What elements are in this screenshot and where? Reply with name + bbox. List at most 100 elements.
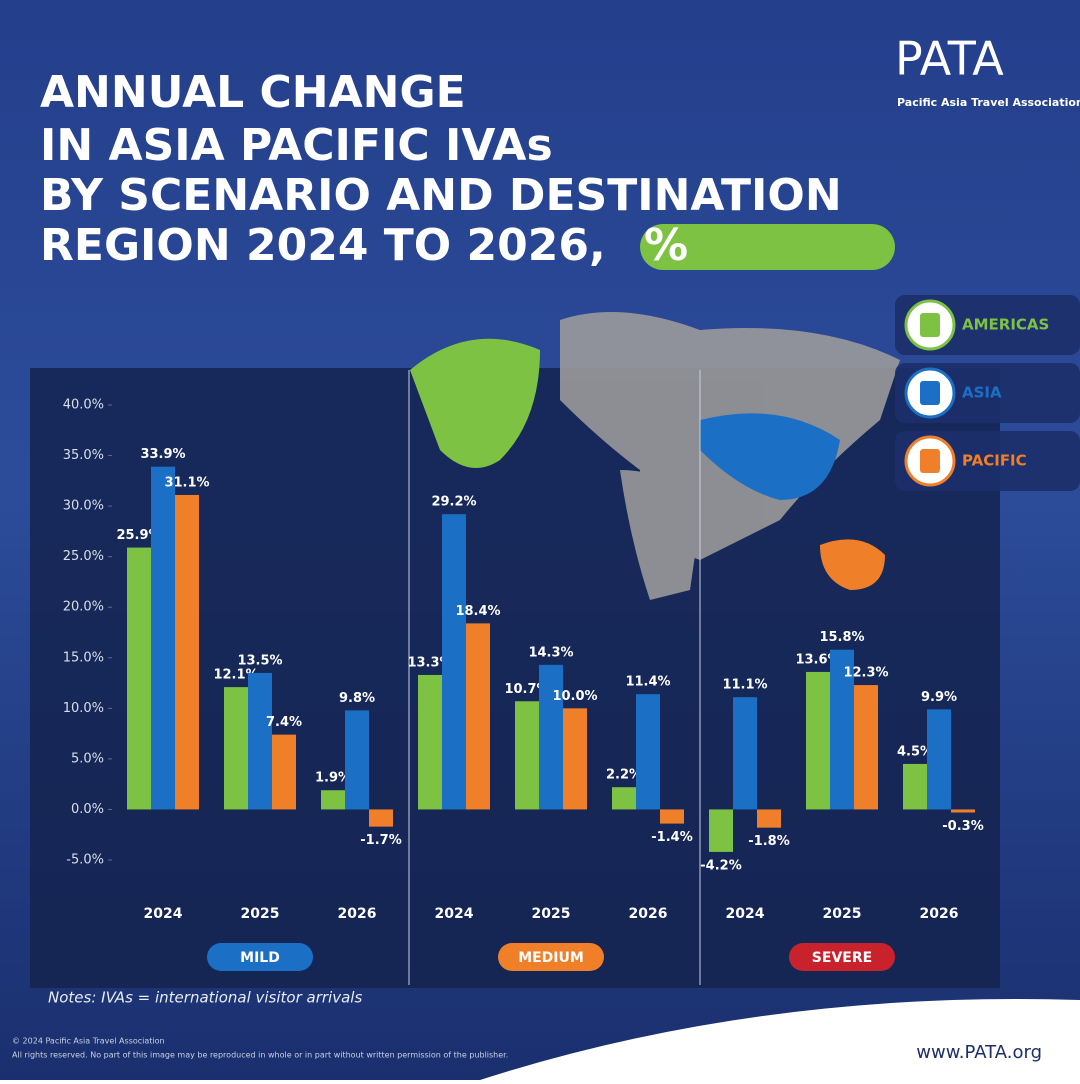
bar: [175, 494, 199, 810]
value-label: 12.1%: [213, 668, 258, 683]
bar: [515, 701, 539, 810]
bar: [733, 697, 757, 810]
value-label: 9.8%: [339, 691, 375, 706]
x-tick-label: 2024: [144, 906, 183, 922]
legend-label: PACIFIC: [962, 452, 1027, 470]
x-tick-label: 2026: [338, 906, 377, 922]
bar: [248, 672, 272, 810]
y-tick-label: 5.0%: [71, 751, 104, 766]
legend-label: AMERICAS: [962, 316, 1049, 334]
y-tick-label: 20.0%: [63, 600, 104, 615]
bar: [927, 709, 951, 810]
value-label: 13.5%: [237, 653, 282, 668]
value-label: -1.7%: [360, 833, 401, 848]
x-tick-label: 2025: [823, 906, 862, 922]
bar: [709, 809, 733, 852]
bar: [903, 763, 927, 810]
value-label: 4.5%: [897, 744, 933, 759]
bar: [321, 790, 345, 810]
x-tick-label: 2024: [435, 906, 474, 922]
y-tick-label: 25.0%: [63, 549, 104, 564]
bar: [636, 694, 660, 810]
x-tick-label: 2024: [726, 906, 765, 922]
bar: [369, 809, 393, 827]
map-asia: [700, 413, 840, 500]
bar: [418, 674, 442, 810]
y-tick-label: 30.0%: [63, 499, 104, 514]
bar: [127, 547, 151, 810]
scenario-pill: [207, 943, 313, 971]
title-line: REGION 2024 TO 2026,: [40, 220, 606, 271]
value-label: 10.7%: [504, 682, 549, 697]
legend-icon-glyph: [920, 449, 940, 473]
logo-subtitle: Pacific Asia Travel Association: [897, 96, 1080, 109]
y-tick-label: 40.0%: [63, 398, 104, 413]
bar: [345, 710, 369, 810]
value-label: 14.3%: [528, 645, 573, 660]
map-pacific: [820, 539, 885, 590]
value-label: 15.8%: [819, 630, 864, 645]
bar: [224, 687, 248, 810]
title-line: ANNUAL CHANGE: [40, 67, 466, 118]
value-label: 11.1%: [722, 678, 767, 693]
x-tick-label: 2026: [920, 906, 959, 922]
title-highlight-pill: [640, 224, 895, 270]
value-label: 18.4%: [455, 604, 500, 619]
scenario-label: MEDIUM: [518, 950, 584, 966]
x-tick-label: 2026: [629, 906, 668, 922]
scenario-label: MILD: [240, 950, 280, 966]
value-label: 9.9%: [921, 690, 957, 705]
bar: [442, 514, 466, 810]
legend-icon-glyph: [920, 381, 940, 405]
bar: [272, 734, 296, 810]
title-line: IN ASIA PACIFIC IVAs: [40, 120, 553, 171]
value-label: 33.9%: [140, 447, 185, 462]
value-label: 25.9%: [116, 528, 161, 543]
map-americas: [410, 338, 540, 468]
y-tick-label: 0.0%: [71, 802, 104, 817]
value-label: 12.3%: [843, 666, 888, 681]
logo: PATA: [895, 32, 1004, 86]
x-tick-label: 2025: [532, 906, 571, 922]
value-label: 31.1%: [164, 475, 209, 490]
value-label: 13.6%: [795, 652, 840, 667]
value-label: -0.3%: [942, 819, 983, 834]
swoosh: [480, 999, 1080, 1080]
bar: [757, 809, 781, 828]
rights: All rights reserved. No part of this ima…: [12, 1051, 508, 1060]
title: ANNUAL CHANGE IN ASIA PACIFIC IVAs BY SC…: [40, 67, 842, 271]
value-label: -4.2%: [700, 858, 741, 873]
value-label: 1.9%: [315, 771, 351, 786]
y-tick-label: 10.0%: [63, 701, 104, 716]
bar: [854, 685, 878, 810]
y-tick-label: 35.0%: [63, 448, 104, 463]
scenario-label: SEVERE: [812, 950, 872, 966]
value-label: 11.4%: [625, 675, 670, 690]
bar: [151, 466, 175, 810]
title-highlight: %: [644, 220, 688, 271]
title-line: BY SCENARIO AND DESTINATION: [40, 170, 842, 221]
bar: [563, 708, 587, 810]
bar: [660, 809, 684, 824]
legend-icon-glyph: [920, 313, 940, 337]
y-tick-label: 15.0%: [63, 650, 104, 665]
bar: [806, 671, 830, 810]
bar: [830, 649, 854, 810]
website: www.PATA.org: [916, 1042, 1042, 1063]
value-label: -1.8%: [748, 834, 789, 849]
bar: [612, 787, 636, 810]
bar: [466, 623, 490, 810]
value-label: 29.2%: [431, 495, 476, 510]
x-tick-label: 2025: [241, 906, 280, 922]
value-label: 10.0%: [552, 689, 597, 704]
notes: Notes: IVAs = international visitor arri…: [48, 989, 362, 1007]
value-label: 2.2%: [606, 768, 642, 783]
bar: [539, 664, 563, 810]
scenario-pill: [789, 943, 895, 971]
value-label: 13.3%: [407, 655, 452, 670]
copyright: © 2024 Pacific Asia Travel Association: [12, 1037, 165, 1046]
bar: [951, 809, 975, 813]
scenario-pill: [498, 943, 604, 971]
